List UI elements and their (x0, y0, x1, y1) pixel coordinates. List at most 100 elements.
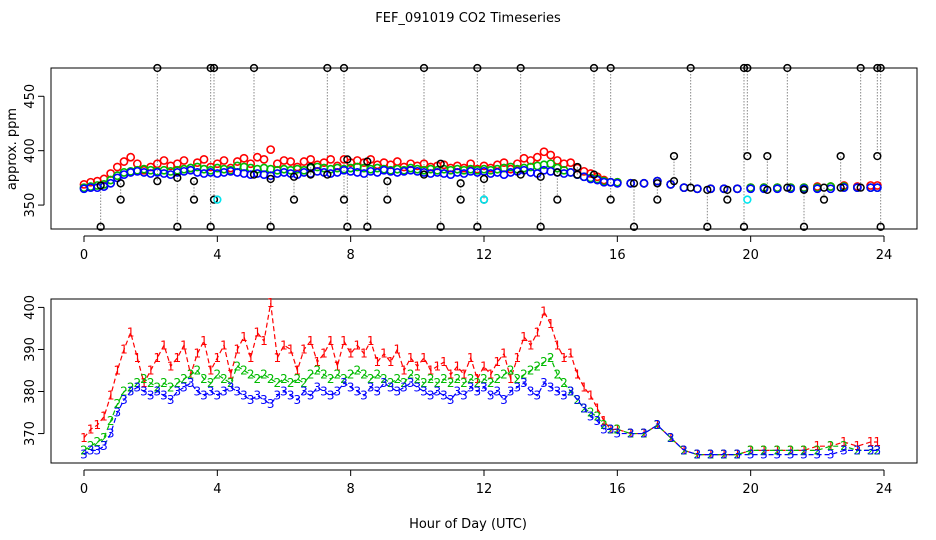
panel-top-point-black (383, 195, 392, 204)
panel-bottom-point-label-3: 3 (854, 443, 862, 457)
panel-top-point-black (606, 195, 615, 204)
panel-bottom-point-label-1: 1 (214, 351, 222, 365)
panel-bottom-point-label-1: 1 (694, 448, 702, 462)
panel-top-point-black (339, 63, 349, 73)
panel-bottom-point-label-1: 1 (254, 326, 262, 340)
panel-top-point-red (539, 147, 549, 157)
panel-bottom-point-label-1: 1 (247, 351, 255, 365)
panel-top-point-blue (772, 184, 782, 194)
panel-top-point-blue (692, 184, 702, 194)
panel-bottom-point-label-3: 3 (307, 389, 315, 403)
panel-top-point-black (686, 63, 695, 73)
panel-top-point-black (536, 222, 545, 231)
panel-bottom-point-label-1: 1 (414, 359, 422, 373)
panel-top-point-black (383, 176, 392, 186)
panel-top-point-red (246, 159, 256, 169)
panel-bottom-point-label-2: 2 (227, 376, 235, 390)
panel-bottom-point-label-2: 2 (240, 363, 248, 377)
panel-bottom-point-label-2: 2 (480, 372, 488, 386)
panel-bottom-point-label-1: 1 (454, 359, 462, 373)
panel-bottom-point-label-3: 3 (267, 397, 275, 411)
panel-bottom-point-label-2: 2 (600, 418, 608, 432)
panel-top-point-black (363, 222, 372, 231)
panel-bottom-point-label-2: 2 (80, 443, 88, 457)
panel-top-point-black (339, 195, 349, 204)
panel-top-y-tick-label: 350 (23, 193, 38, 218)
panel-bottom-point-label-1: 1 (400, 363, 408, 377)
panel-top-point-black (419, 170, 429, 179)
panel-bottom-point-label-3: 3 (394, 385, 402, 399)
panel-bottom-point-label-2: 2 (800, 443, 808, 457)
panel-bottom-x-tick-label: 4 (213, 482, 221, 497)
panel-top-point-red (126, 152, 136, 162)
panel-bottom-point-label-1: 1 (300, 342, 308, 356)
panel-top-point-black (419, 63, 429, 73)
panel-top-point-blue (719, 184, 729, 194)
panel-bottom-point-label-3: 3 (707, 448, 715, 462)
panel-bottom-point-label-1: 1 (494, 355, 502, 369)
panel-top-y-axis: 350 400 450 (23, 84, 45, 218)
panel-bottom-point-label-1: 1 (594, 401, 602, 415)
panel-top-point-black (323, 63, 332, 73)
panel-bottom-point-label-3: 3 (407, 376, 415, 390)
panel-top-point-black (669, 176, 679, 186)
panel-bottom-point-label-1: 1 (747, 443, 755, 457)
panel-bottom-point-label-2: 2 (367, 372, 375, 386)
panel-bottom-point-label-3: 3 (414, 380, 422, 394)
panel-bottom-point-label-1: 1 (287, 342, 295, 356)
panel-bottom-point-label-3: 3 (500, 393, 508, 407)
panel-bottom-point-label-1: 1 (760, 443, 768, 457)
panel-bottom-point-label-2: 2 (554, 368, 562, 382)
panel-bottom-point-label-2: 2 (760, 443, 768, 457)
panel-bottom-point-label-3: 3 (360, 389, 368, 403)
panel-bottom-point-label-3: 3 (587, 410, 595, 424)
panel-top-x-axis: 0 4 8 12 16 20 24 (80, 235, 892, 263)
panel-bottom-point-label-1: 1 (574, 368, 582, 382)
panel-bottom-point-label-2: 2 (214, 368, 222, 382)
panel-bottom-point-label-2: 2 (127, 380, 135, 394)
panel-bottom-point-label-1: 1 (154, 351, 162, 365)
panel-bottom-point-label-1: 1 (614, 422, 622, 436)
panel-top-point-black (876, 63, 885, 73)
panel-bottom-point-label-3: 3 (520, 376, 528, 390)
panel-top-point-blue (639, 178, 649, 188)
panel-bottom-point-label-1: 1 (420, 351, 428, 365)
panel-bottom-point-label-1: 1 (814, 439, 822, 453)
panel-top-point-red (499, 158, 509, 168)
panel-bottom-point-label-2: 2 (854, 443, 862, 457)
panel-bottom-point-label-2: 2 (294, 372, 302, 386)
panel-bottom-point-label-2: 2 (580, 401, 588, 415)
panel-top-point-black (306, 162, 315, 172)
panel-bottom-point-label-2: 2 (194, 363, 202, 377)
panel-top-point-black (629, 179, 639, 188)
panel-bottom-point-label-3: 3 (814, 448, 822, 462)
panel-bottom-point-label-2: 2 (180, 372, 188, 386)
panel-top-point-blue (759, 184, 769, 194)
panel-bottom-point-label-2: 2 (827, 439, 835, 453)
panel-bottom-point-label-3: 3 (800, 448, 808, 462)
panel-bottom-point-label-1: 1 (800, 443, 808, 457)
panel-bottom-point-label-3: 3 (160, 389, 168, 403)
panel-bottom-point-label-2: 2 (114, 397, 122, 411)
panel-bottom-point-label-2: 2 (540, 355, 548, 369)
panel-bottom-point-label-2: 2 (500, 368, 508, 382)
panel-bottom-point-label-3: 3 (434, 385, 442, 399)
panel-bottom-point-label-3: 3 (120, 393, 128, 407)
panel-bottom-point-label-3: 3 (114, 406, 122, 420)
panel-bottom-point-label-2: 2 (627, 427, 635, 441)
x-axis-label: Hour of Day (UTC) (409, 517, 527, 532)
panel-top-point-black (739, 222, 749, 231)
panel-bottom-x-tick-label: 0 (80, 482, 88, 497)
panel-top-point-blue (652, 176, 662, 186)
panel-top-point-black (436, 159, 445, 168)
panel-bottom-point-label-3: 3 (260, 393, 268, 407)
panel-bottom-frame (50, 298, 918, 464)
panel-bottom-point-label-1: 1 (227, 368, 235, 382)
panel-bottom-point-label-1: 1 (720, 448, 728, 462)
panel-top-point-black (573, 162, 582, 172)
panel-bottom-point-label-3: 3 (774, 448, 782, 462)
panel-bottom-point-label-2: 2 (320, 368, 328, 382)
panel-bottom-point-label-1: 1 (667, 431, 675, 445)
panel-top-point-black (116, 195, 125, 204)
panel-bottom-point-label-2: 2 (667, 431, 675, 445)
